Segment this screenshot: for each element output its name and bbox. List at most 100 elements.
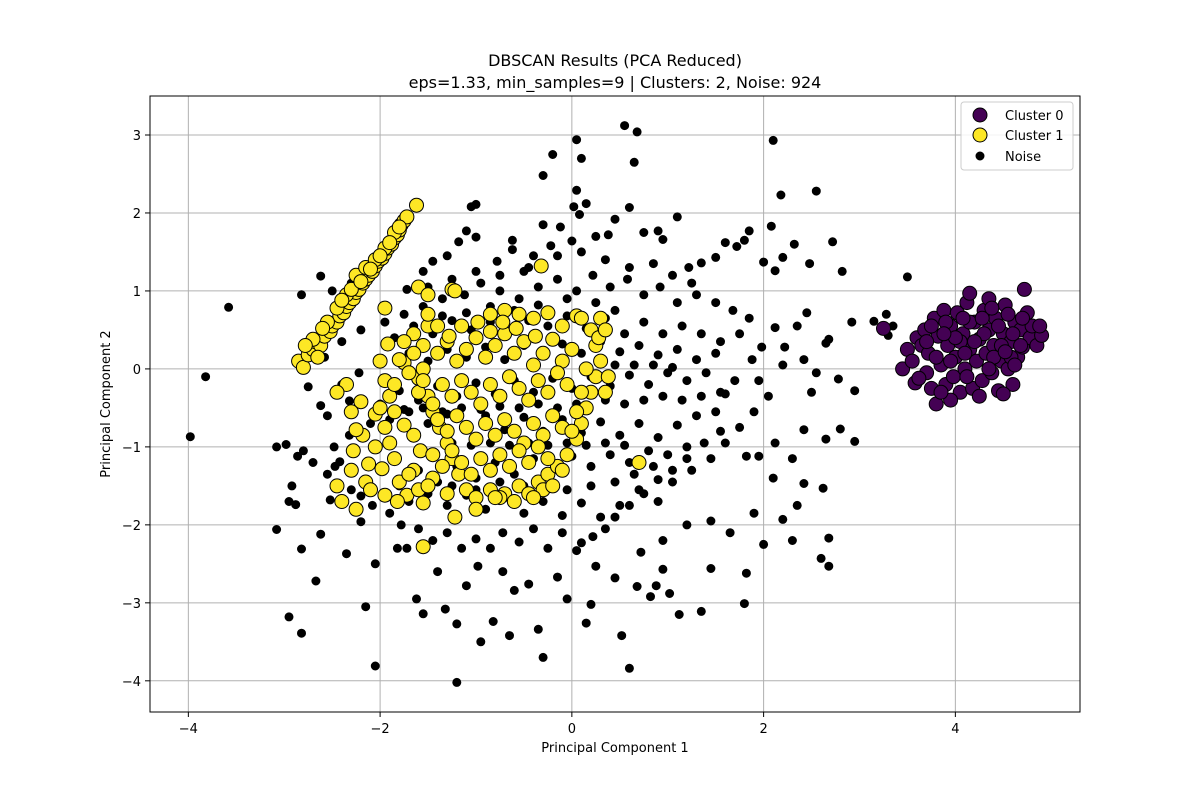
noise-point bbox=[776, 190, 786, 200]
legend: Cluster 0 Cluster 1 Noise bbox=[960, 101, 1074, 171]
noise-point bbox=[747, 355, 757, 365]
noise-point bbox=[224, 302, 234, 312]
cluster-1-point bbox=[377, 419, 393, 435]
chart-title: DBSCAN Results (PCA Reduced) bbox=[488, 51, 742, 70]
cluster-1-point bbox=[470, 314, 486, 330]
noise-point bbox=[759, 257, 769, 267]
noise-point bbox=[672, 344, 682, 354]
cluster-1-point bbox=[434, 458, 450, 474]
cluster-1-point bbox=[454, 373, 470, 389]
noise-point bbox=[687, 465, 697, 475]
noise-point bbox=[380, 317, 390, 327]
noise-point bbox=[396, 520, 406, 530]
noise-point bbox=[658, 536, 668, 545]
noise-point bbox=[588, 532, 598, 542]
noise-point bbox=[824, 561, 834, 571]
cluster-1-point bbox=[535, 345, 551, 361]
noise-point bbox=[615, 430, 625, 440]
cluster-0-point bbox=[959, 369, 975, 385]
noise-point bbox=[617, 631, 627, 641]
cluster-1-point bbox=[526, 490, 541, 506]
cluster-1-point bbox=[478, 416, 494, 431]
noise-point bbox=[538, 652, 548, 662]
noise-point bbox=[668, 362, 677, 372]
noise-point bbox=[442, 528, 452, 538]
cluster-1-point bbox=[345, 443, 361, 459]
noise-point bbox=[682, 442, 692, 452]
cluster-1-point bbox=[559, 447, 575, 463]
data-points bbox=[185, 121, 1050, 687]
noise-point bbox=[665, 589, 675, 598]
noise-point bbox=[367, 500, 377, 510]
y-tick-label: 1 bbox=[133, 285, 141, 300]
cluster-1-point bbox=[363, 482, 378, 498]
cluster-1-point bbox=[502, 458, 517, 474]
cluster-1-point bbox=[600, 369, 616, 385]
cluster-1-point bbox=[334, 494, 350, 509]
noise-point bbox=[632, 127, 642, 137]
noise-point bbox=[471, 199, 481, 209]
noise-point bbox=[648, 461, 658, 471]
noise-point bbox=[850, 436, 860, 446]
cluster-1-point bbox=[415, 539, 431, 555]
noise-point bbox=[749, 508, 759, 518]
cluster-1-point bbox=[578, 361, 594, 377]
noise-point bbox=[553, 274, 562, 284]
noise-point bbox=[799, 479, 809, 488]
cluster-0-point bbox=[928, 349, 944, 365]
cluster-1-point bbox=[374, 461, 390, 477]
noise-point bbox=[624, 263, 634, 272]
noise-point bbox=[610, 360, 620, 370]
noise-point bbox=[457, 543, 467, 553]
noise-point bbox=[655, 282, 665, 292]
cluster-0-point bbox=[1016, 281, 1032, 297]
noise-point bbox=[596, 417, 606, 427]
cluster-1-point bbox=[449, 408, 465, 424]
noise-point bbox=[308, 458, 318, 467]
noise-point bbox=[498, 567, 508, 577]
noise-point bbox=[447, 316, 457, 326]
cluster-1-point bbox=[487, 490, 503, 506]
noise-point bbox=[287, 481, 297, 491]
noise-point bbox=[837, 266, 847, 276]
cluster-1-point bbox=[545, 408, 561, 424]
noise-point bbox=[741, 451, 751, 461]
cluster-1-point bbox=[391, 219, 407, 235]
cluster-1-point bbox=[463, 384, 479, 400]
noise-point bbox=[902, 272, 912, 282]
cluster-0-point bbox=[967, 334, 982, 350]
cluster-1-point bbox=[473, 396, 489, 412]
cluster-1-point bbox=[521, 392, 537, 408]
noise-point bbox=[766, 221, 776, 231]
cluster-1-point bbox=[487, 427, 503, 443]
noise-point bbox=[682, 376, 692, 386]
noise-point bbox=[581, 440, 591, 450]
noise-point bbox=[677, 395, 687, 405]
cluster-1-point bbox=[329, 384, 345, 400]
noise-point bbox=[591, 298, 601, 308]
noise-point bbox=[811, 186, 821, 196]
noise-point bbox=[821, 338, 831, 348]
cluster-1-point bbox=[343, 404, 359, 420]
noise-point bbox=[792, 321, 802, 331]
cluster-0-point bbox=[1005, 377, 1021, 392]
noise-point bbox=[634, 341, 644, 350]
cluster-1-point bbox=[530, 439, 546, 455]
cluster-1-point bbox=[447, 283, 463, 299]
cluster-1-point bbox=[406, 427, 422, 443]
y-tick-label: −2 bbox=[122, 519, 141, 534]
cluster-1-point bbox=[380, 336, 396, 352]
noise-point bbox=[847, 317, 857, 327]
noise-point bbox=[354, 368, 364, 378]
x-axis-label: Principal Component 1 bbox=[541, 741, 688, 756]
noise-point bbox=[316, 529, 326, 539]
cluster-0-point bbox=[957, 345, 973, 361]
noise-point bbox=[639, 228, 649, 237]
noise-point bbox=[543, 543, 553, 553]
cluster-1-point bbox=[527, 328, 543, 344]
cluster-1-point bbox=[482, 462, 498, 478]
noise-point bbox=[706, 564, 716, 573]
noise-point bbox=[789, 239, 799, 249]
noise-point bbox=[442, 500, 452, 510]
cluster-0-point bbox=[962, 285, 978, 301]
